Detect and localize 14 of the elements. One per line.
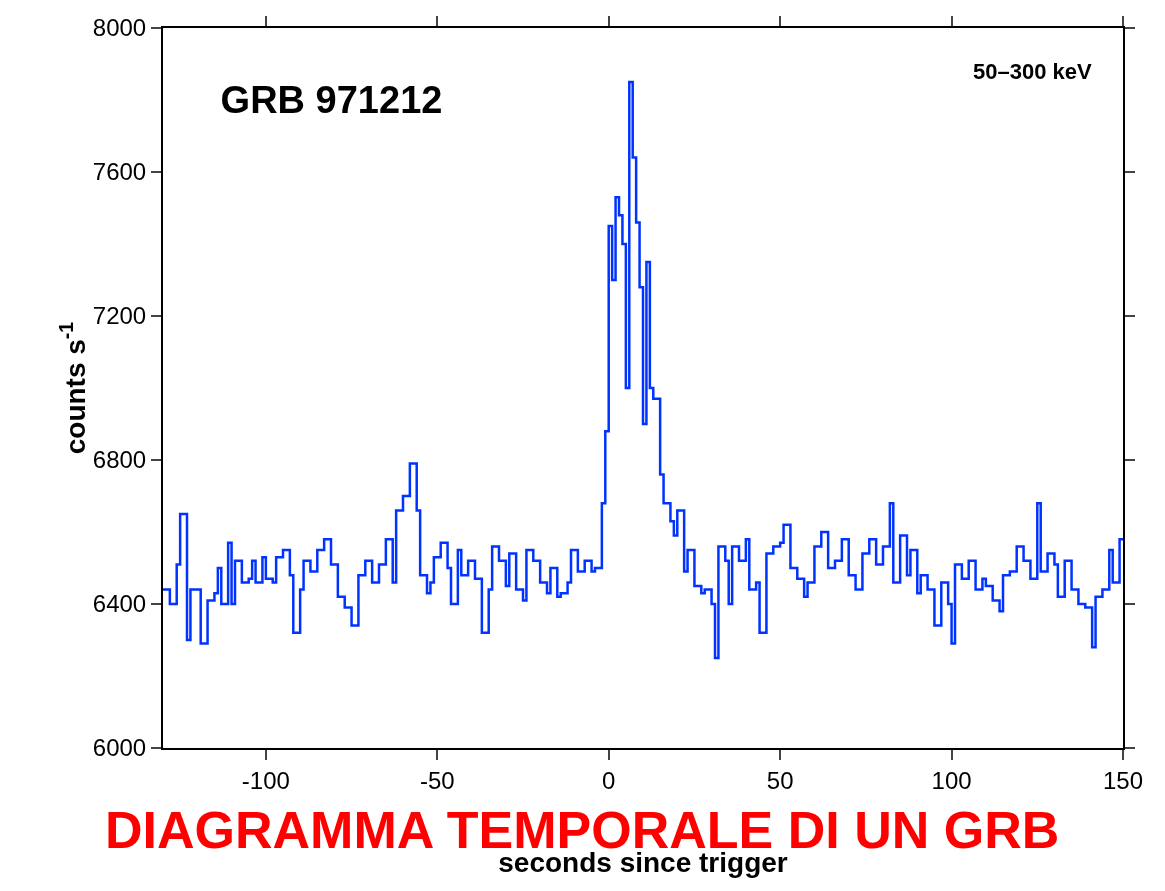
y-tick-label: 8000 (92, 14, 147, 42)
x-tick-label: -100 (241, 766, 290, 794)
x-tick-label: 100 (931, 766, 972, 794)
y-tick-label: 7200 (92, 302, 147, 330)
text: GRB 971212 (220, 79, 443, 122)
x-tick-label: -50 (419, 766, 455, 794)
x-tick-label: 0 (602, 766, 616, 794)
x-tick-label: 150 (1102, 766, 1144, 794)
y-tick-label: 7600 (92, 158, 147, 186)
annotation: 50–300 keV (973, 59, 1092, 84)
x-tick-label: 50 (766, 766, 794, 794)
y-tick-label: 6800 (92, 446, 147, 474)
y-tick-label: 6000 (92, 734, 147, 762)
y-tick-label: 6400 (92, 590, 147, 618)
